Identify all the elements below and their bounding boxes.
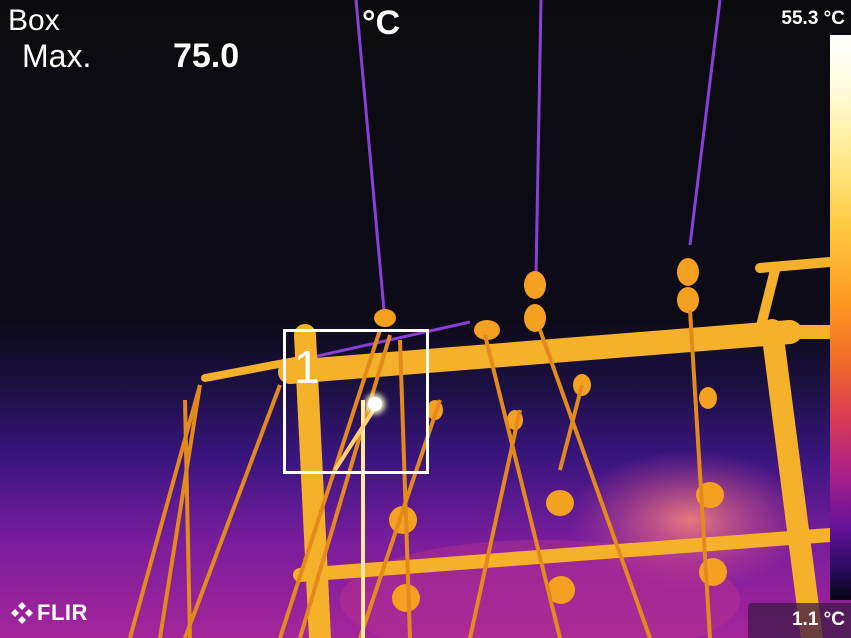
measurement-tool-label: Box (8, 4, 60, 37)
max-value: 75.0 (173, 37, 240, 75)
hot-connector (333, 398, 382, 472)
measurement-box[interactable] (283, 329, 429, 474)
insulators (374, 258, 727, 612)
hot-spot (368, 397, 382, 411)
temperature-unit: °C (362, 4, 401, 42)
scale-max-label: 55.3 °C (781, 8, 845, 29)
max-label: Max. (22, 38, 92, 74)
flir-logo-icon (11, 602, 33, 624)
measurement-box-number: 1 (294, 341, 320, 393)
scale-min-background (748, 603, 851, 638)
flir-logo: FLIR (10, 600, 88, 626)
flir-logo-text: FLIR (37, 600, 88, 625)
color-scale-bar (830, 35, 851, 600)
scale-min-label: 1.1 °C (791, 609, 845, 630)
conductors (128, 309, 712, 638)
